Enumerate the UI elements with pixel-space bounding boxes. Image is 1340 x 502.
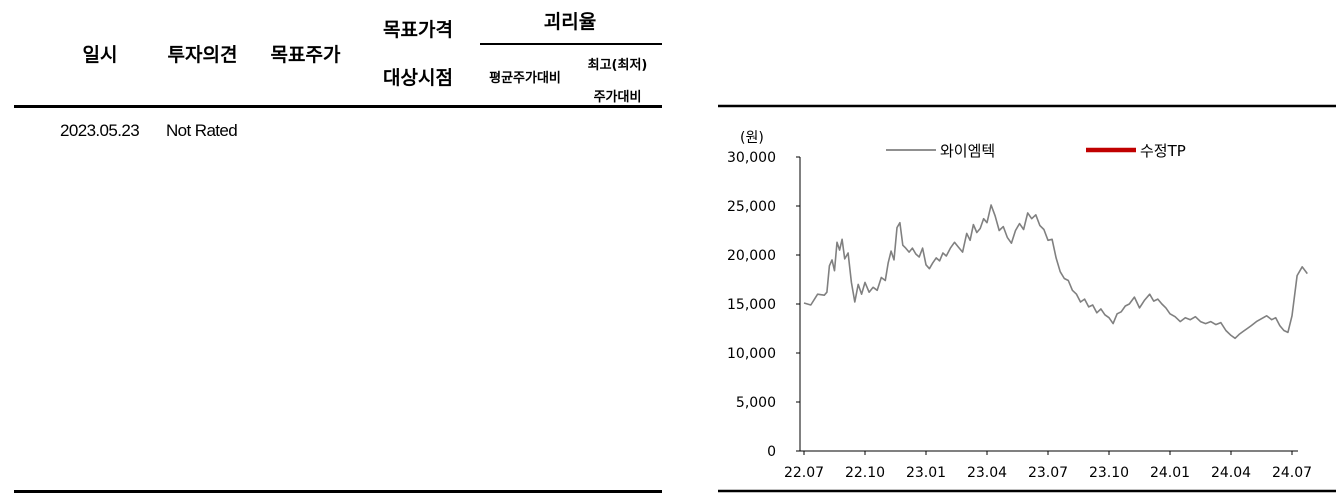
header-date: 일시 — [82, 44, 118, 66]
x-tick-label: 23.07 — [1028, 465, 1068, 481]
header-target-period-2: 대상시점 — [383, 67, 453, 89]
table-header-rule — [14, 105, 662, 108]
chart-legend: 와이엠텍 수정TP — [886, 142, 1186, 160]
x-tick-label: 22.10 — [845, 465, 885, 481]
header-disparity: 괴리율 — [543, 11, 597, 33]
x-tick-label: 23.04 — [967, 465, 1007, 481]
header-avg-price: 평균주가대비 — [489, 71, 561, 86]
row-date: 2023.05.23 — [60, 121, 140, 140]
disparity-divider — [480, 43, 662, 45]
table-bottom-rule — [14, 490, 662, 493]
legend-label-tp: 수정TP — [1140, 142, 1186, 160]
header-target-price: 목표주가 — [270, 44, 341, 66]
x-tick-label: 24.01 — [1150, 465, 1190, 481]
header-opinion: 투자의견 — [167, 44, 238, 66]
y-tick-label: 0 — [767, 444, 776, 460]
y-tick-label: 25,000 — [727, 199, 776, 215]
row-opinion: Not Rated — [166, 121, 238, 140]
y-axis-unit: (원) — [740, 130, 764, 146]
series-line-0 — [803, 204, 1308, 340]
header-high-low-1: 최고(최저) — [587, 58, 648, 73]
y-tick-label: 15,000 — [727, 297, 776, 313]
x-tick-label: 23.01 — [906, 465, 946, 481]
x-tick-label: 23.10 — [1089, 465, 1129, 481]
x-tick-label: 22.07 — [784, 465, 824, 481]
legend-label-stock: 와이엠텍 — [940, 142, 995, 160]
chart-axes: 0 5,000 10,000 15,000 20,000 25,000 30,000 22.0… — [727, 150, 1312, 481]
y-tick-label: 30,000 — [727, 150, 776, 166]
x-tick-label: 24.04 — [1211, 465, 1251, 481]
x-tick-label: 24.07 — [1272, 465, 1312, 481]
chart-series — [803, 204, 1308, 340]
price-chart: (원) 0 5,000 10,000 15,000 20,000 25,000 30,000… — [718, 104, 1336, 493]
y-tick-label: 20,000 — [727, 248, 776, 264]
header-high-low-2: 주가대비 — [593, 90, 642, 105]
y-tick-label: 5,000 — [736, 395, 776, 411]
y-tick-label: 10,000 — [727, 346, 776, 362]
header-target-period-1: 목표가격 — [383, 19, 453, 41]
